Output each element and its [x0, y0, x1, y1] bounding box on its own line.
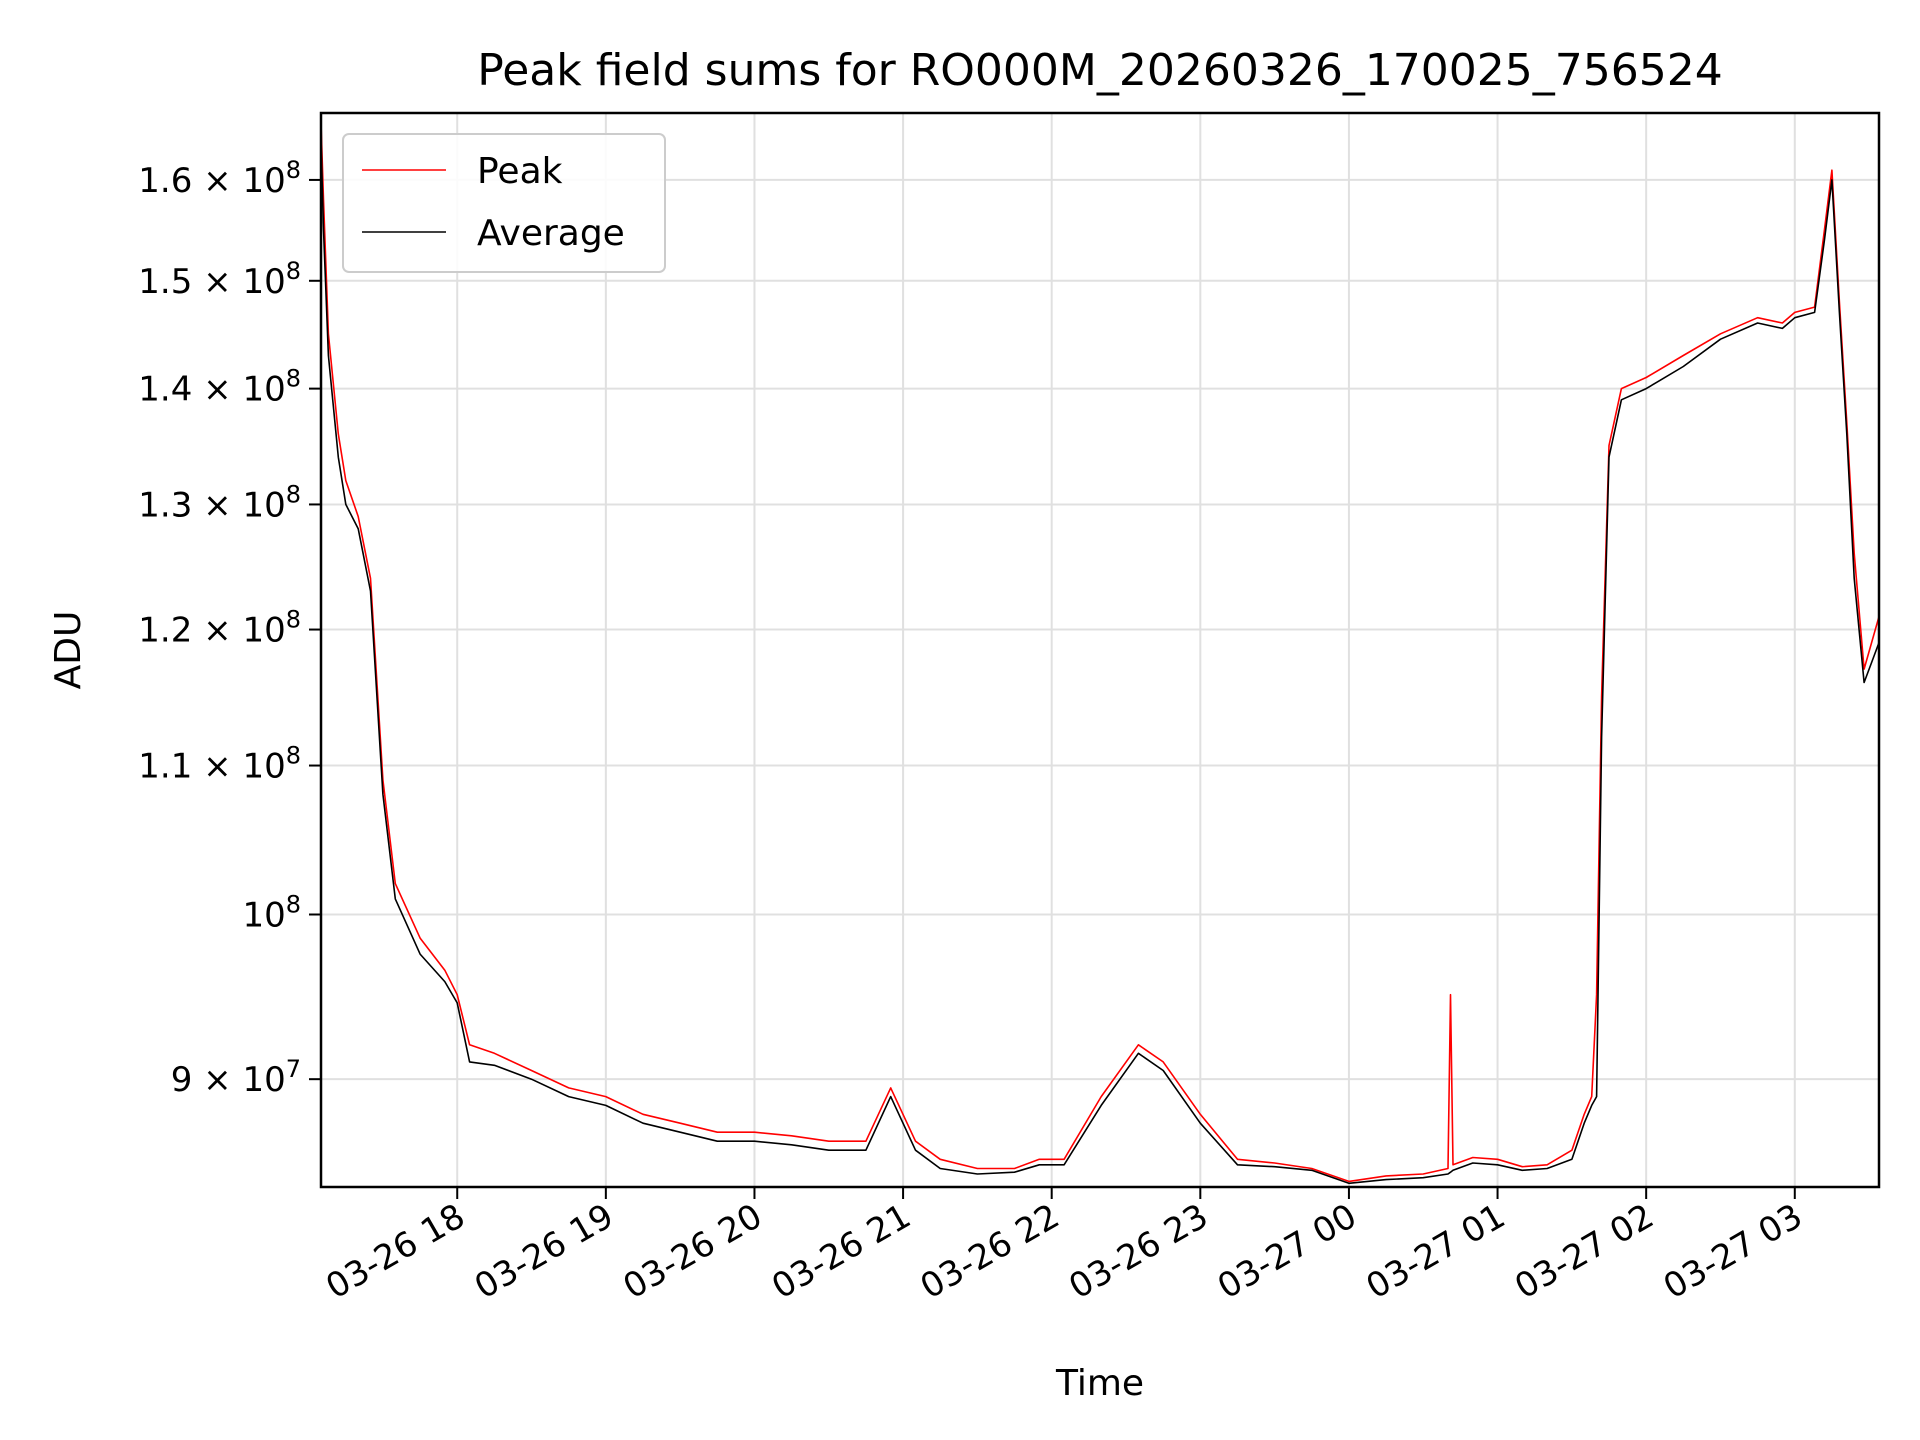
y-tick-label: 1.3 × 108 [138, 480, 301, 525]
legend-label-average: Average [477, 213, 625, 254]
y-tick-label: 1.6 × 108 [138, 156, 301, 201]
chart-title: Peak field sums for RO000M_20260326_1700… [477, 45, 1723, 96]
y-tick-label: 1.2 × 108 [138, 606, 301, 651]
y-tick-label: 1.1 × 108 [138, 742, 301, 787]
legend-box [342, 133, 666, 273]
y-axis-ticks: 9 × 107 108 1.1 × 108 1.2 × 108 1.3 × 108 1.4… [138, 156, 321, 1100]
x-axis-label: Time [1055, 1363, 1144, 1404]
legend: Peak Average [342, 133, 666, 273]
legend-label-peak: Peak [477, 151, 563, 192]
series-line-average [321, 141, 1879, 1185]
y-tick-label: 9 × 107 [171, 1055, 301, 1100]
y-axis-label: ADU [48, 611, 89, 690]
y-tick-label: 1.4 × 108 [138, 365, 301, 410]
series-line-peak [321, 122, 1879, 1183]
y-tick-label: 108 [242, 891, 301, 936]
series-layer [321, 122, 1879, 1185]
y-tick-label: 1.5 × 108 [138, 257, 301, 302]
grid [321, 113, 1879, 1187]
plot-frame [319, 111, 1881, 1189]
